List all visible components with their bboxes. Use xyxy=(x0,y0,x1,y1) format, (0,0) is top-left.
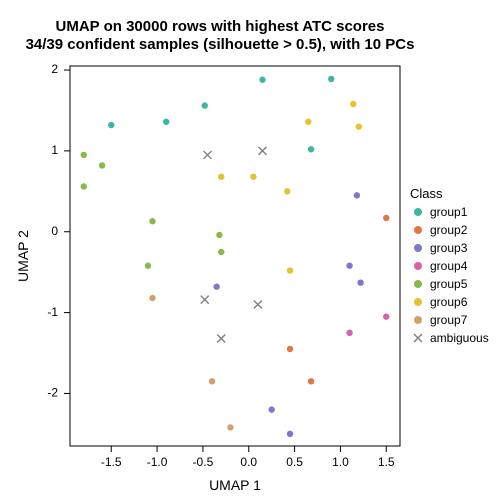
x-tick-label: -0.5 xyxy=(193,455,214,469)
legend-label: group2 xyxy=(430,223,468,237)
legend-swatch xyxy=(414,208,422,216)
y-tick-label: -1 xyxy=(47,305,58,319)
point-group3 xyxy=(354,192,360,198)
legend-swatch xyxy=(414,316,422,324)
legend-label: group3 xyxy=(430,241,468,255)
point-group6 xyxy=(350,101,356,107)
point-group1 xyxy=(163,119,169,125)
x-axis-title: UMAP 1 xyxy=(209,477,261,493)
legend-label: group1 xyxy=(430,205,468,219)
point-group6 xyxy=(305,119,311,125)
point-group5 xyxy=(149,218,155,224)
legend-swatch xyxy=(414,244,422,252)
plot-svg: -1.5-1.0-0.50.00.51.01.5-2-1012UMAP 1UMA… xyxy=(0,0,504,504)
y-tick-label: 1 xyxy=(51,143,58,157)
point-group5 xyxy=(218,249,224,255)
x-tick-label: 0.5 xyxy=(286,455,303,469)
legend-swatch xyxy=(414,226,422,234)
y-axis-title: UMAP 2 xyxy=(15,230,31,282)
point-group3 xyxy=(268,406,274,412)
y-tick-label: 2 xyxy=(51,62,58,76)
x-tick-label: -1.0 xyxy=(147,455,168,469)
point-group6 xyxy=(218,174,224,180)
point-group6 xyxy=(284,188,290,194)
legend-label: group7 xyxy=(430,313,468,327)
point-group4 xyxy=(383,313,389,319)
legend-title: Class xyxy=(410,186,443,201)
point-group5 xyxy=(99,162,105,168)
point-group2 xyxy=(383,215,389,221)
point-group1 xyxy=(308,146,314,152)
point-group3 xyxy=(287,431,293,437)
point-group7 xyxy=(149,295,155,301)
point-group5 xyxy=(81,183,87,189)
point-group1 xyxy=(202,102,208,108)
x-tick-label: -1.5 xyxy=(101,455,122,469)
y-tick-label: 0 xyxy=(51,224,58,238)
plot-border xyxy=(70,66,400,446)
point-group7 xyxy=(209,378,215,384)
point-group3 xyxy=(346,263,352,269)
point-group5 xyxy=(216,232,222,238)
point-group3 xyxy=(357,279,363,285)
x-tick-label: 1.0 xyxy=(332,455,349,469)
point-group6 xyxy=(250,174,256,180)
point-group4 xyxy=(346,330,352,336)
x-tick-label: 0.0 xyxy=(240,455,257,469)
legend-label: ambiguous xyxy=(430,331,489,345)
point-group6 xyxy=(287,267,293,273)
point-group1 xyxy=(259,77,265,83)
point-group3 xyxy=(213,284,219,290)
legend-swatch xyxy=(414,262,422,270)
legend-label: group6 xyxy=(430,295,468,309)
point-group1 xyxy=(108,122,114,128)
legend-swatch xyxy=(414,298,422,306)
legend-label: group4 xyxy=(430,259,468,273)
point-group6 xyxy=(356,123,362,129)
point-group2 xyxy=(308,378,314,384)
x-tick-label: 1.5 xyxy=(378,455,395,469)
point-group1 xyxy=(328,76,334,82)
point-group2 xyxy=(287,346,293,352)
legend-swatch xyxy=(414,280,422,288)
scatter-chart: UMAP on 30000 rows with highest ATC scor… xyxy=(0,0,504,504)
point-group5 xyxy=(81,152,87,158)
point-group7 xyxy=(227,424,233,430)
legend-label: group5 xyxy=(430,277,468,291)
point-group5 xyxy=(145,263,151,269)
y-tick-label: -2 xyxy=(47,386,58,400)
